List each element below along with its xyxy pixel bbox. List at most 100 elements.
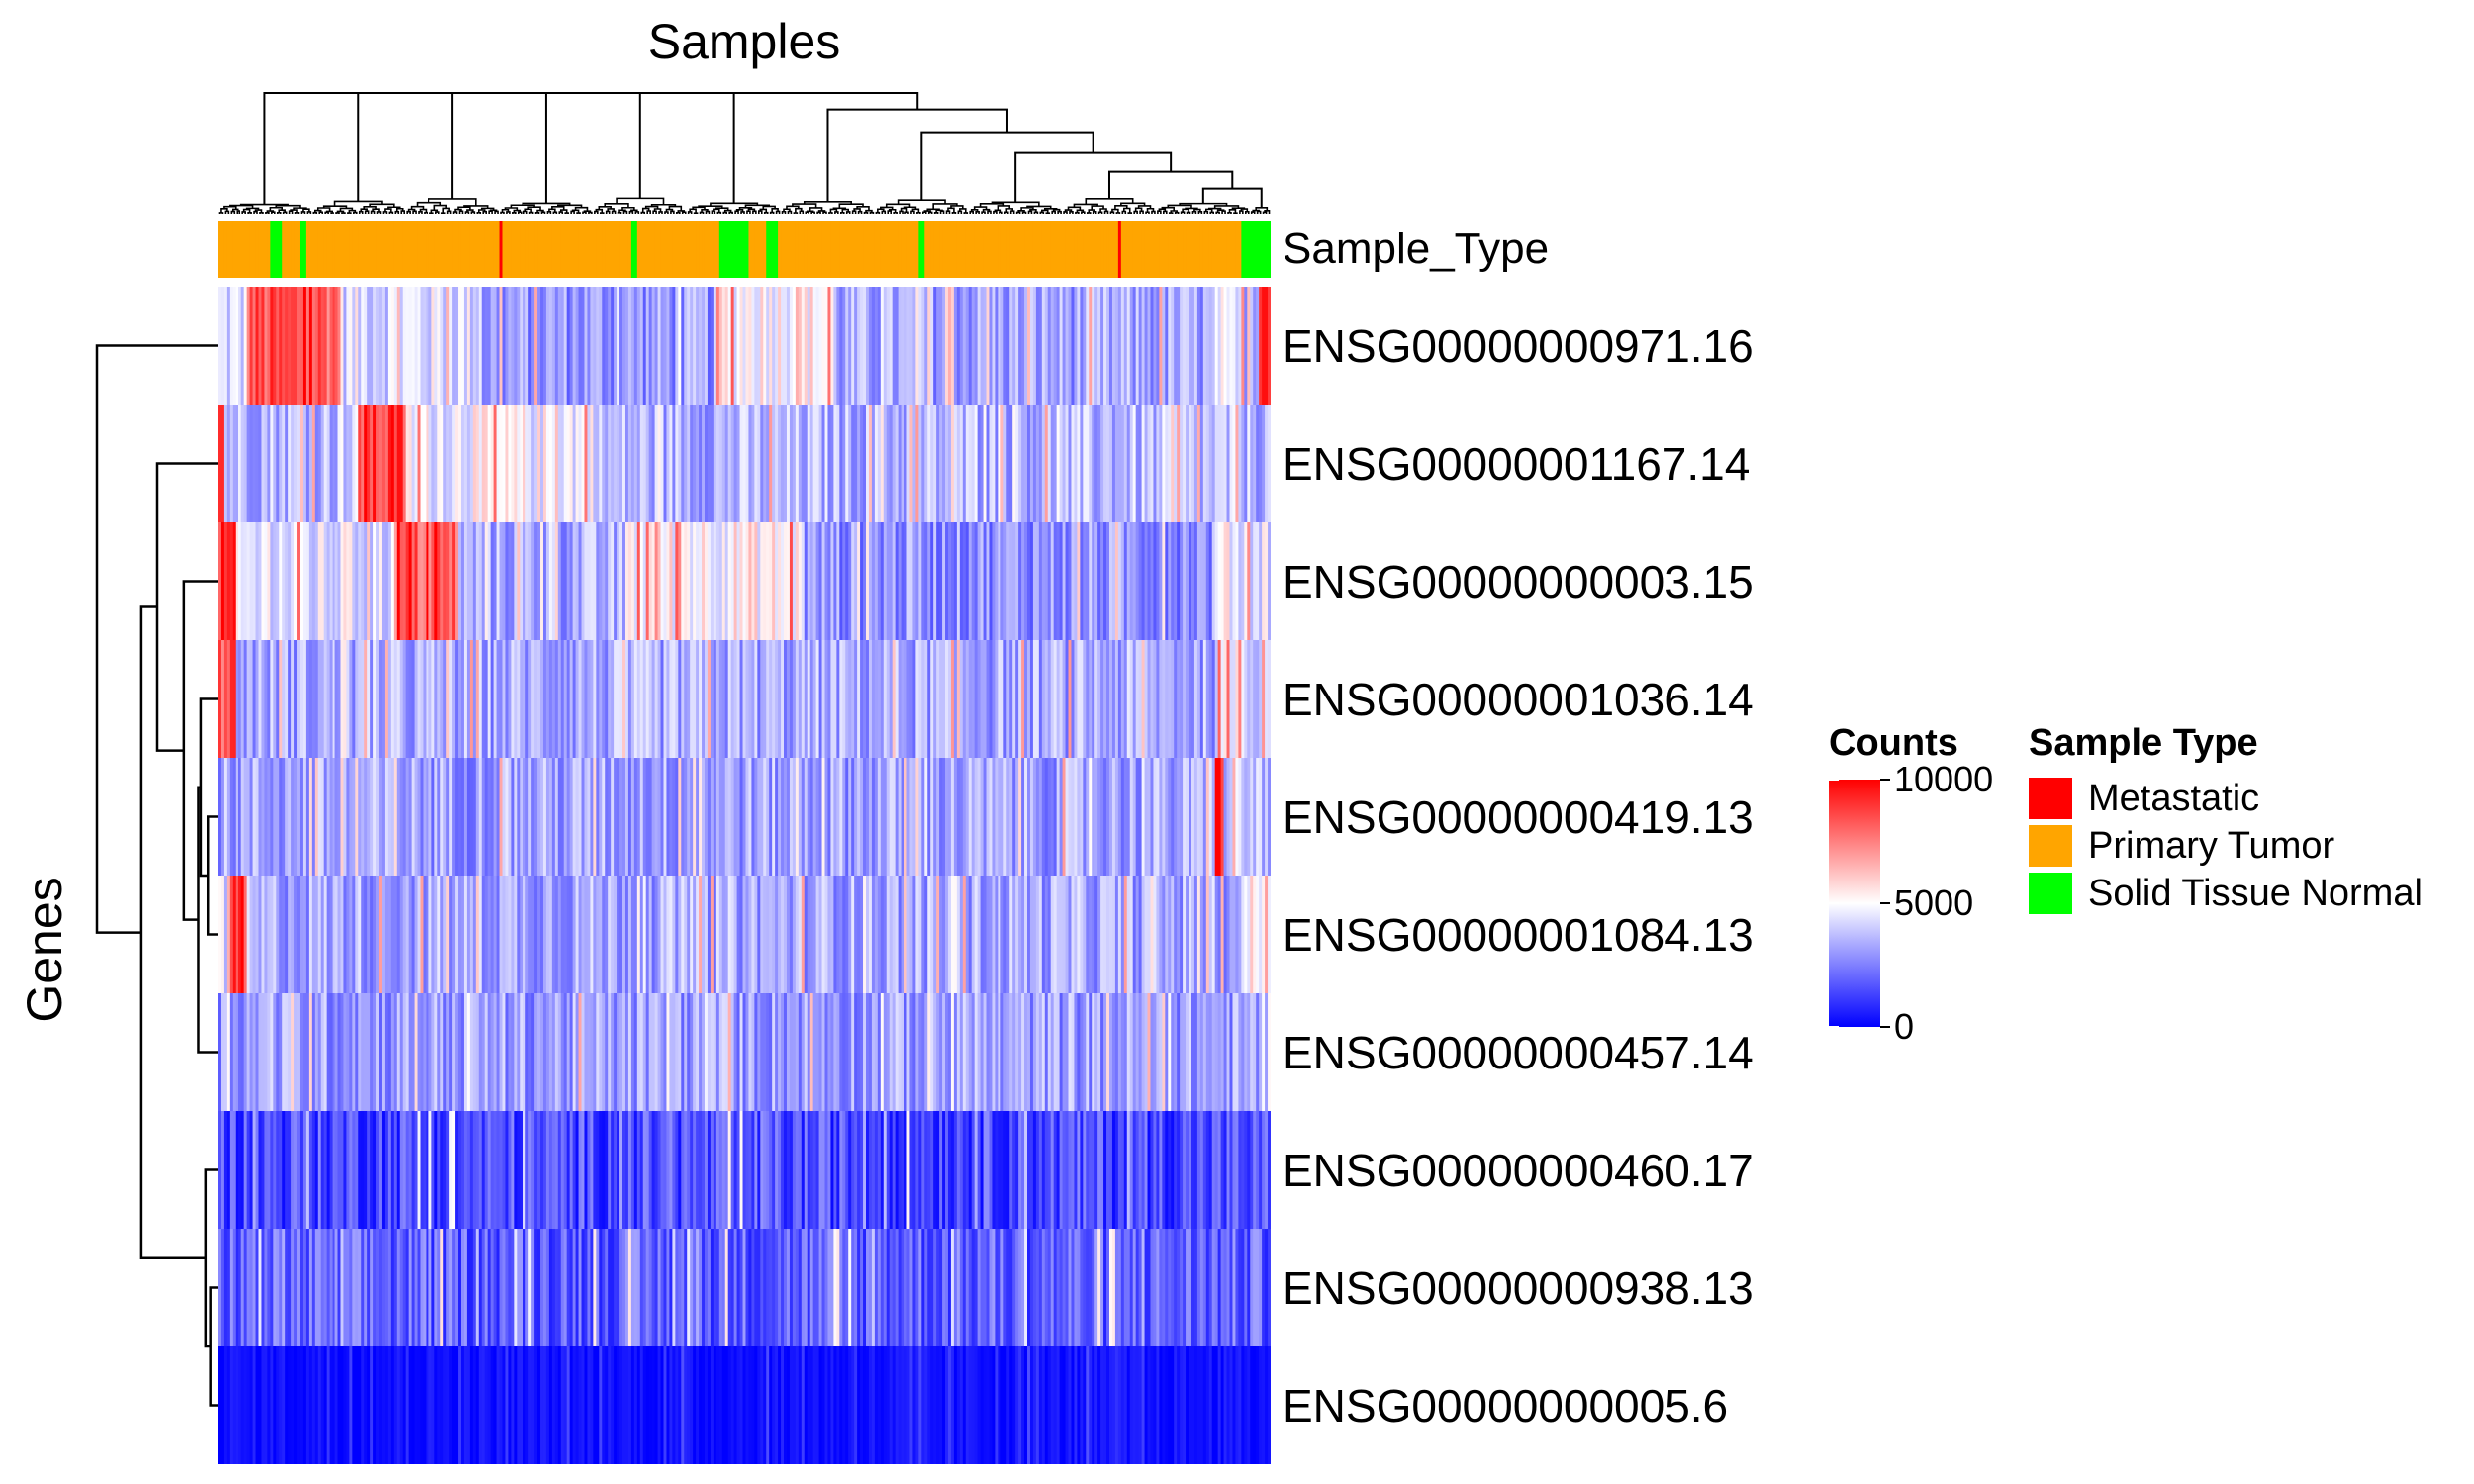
heatmap-cell [651,876,656,994]
column-dendrogram-branch [1103,210,1109,214]
heatmap-cell [1250,640,1254,759]
heatmap-cell [1268,758,1271,877]
heatmap-cell [1129,876,1134,994]
heatmap-cell [437,287,441,406]
heatmap-cell [1089,287,1093,406]
heatmap-cell [995,758,999,877]
column-dendrogram-branch [699,211,705,214]
heatmap-cell [1024,1346,1028,1464]
heatmap-cell [666,405,671,523]
heatmap-cell [1080,1111,1084,1230]
heatmap-cell [687,287,691,406]
annotation-cell [775,221,779,278]
heatmap-cell [431,1229,435,1347]
annotation-cell [1114,221,1119,278]
heatmap-cell [302,287,307,406]
heatmap-cell [361,640,365,759]
annotation-cell [809,221,814,278]
heatmap-cell [326,758,331,877]
heatmap-cell [1211,1229,1216,1347]
heatmap-cell [575,1346,580,1464]
heatmap-cell [1094,1111,1098,1230]
heatmap-cell [426,1111,429,1230]
heatmap-cell [578,1346,583,1464]
heatmap-cell [1114,993,1119,1112]
heatmap-cell [434,522,438,641]
heatmap-cell [531,287,535,406]
heatmap-cell [455,405,459,523]
heatmap-cell [871,522,876,641]
heatmap-cell [936,876,940,994]
heatmap-cell [730,876,735,994]
annotation-cell [343,221,347,278]
heatmap-cell [379,1346,383,1464]
heatmap-cell [1097,1229,1101,1347]
heatmap-cell [478,1111,483,1230]
heatmap-cell [490,1346,495,1464]
heatmap-cell [1117,1229,1122,1347]
annotation-cell [443,221,447,278]
heatmap-cell [672,405,676,523]
heatmap-cell [1174,522,1178,641]
heatmap-cell [285,1229,289,1347]
heatmap-cell [493,405,498,523]
column-dendrogram-branch [634,211,640,214]
annotation-cell [608,221,612,278]
heatmap-cell [1012,405,1016,523]
annotation-cell [584,221,589,278]
heatmap-cell [264,1111,268,1230]
heatmap-cell [1018,876,1022,994]
annotation-cell [229,221,234,278]
annotation-cell [868,221,873,278]
heatmap-cell [405,287,410,406]
heatmap-cell [282,1111,286,1230]
heatmap-cell [493,522,498,641]
heatmap-cell [1111,1111,1116,1230]
heatmap-cell [252,1111,257,1230]
annotation-cell [440,221,444,278]
heatmap-cell [1135,640,1140,759]
heatmap-cell [801,993,806,1112]
heatmap-cell [1223,522,1228,641]
heatmap-cell [511,1111,515,1230]
heatmap-cell [724,1229,729,1347]
heatmap-cell [980,1111,985,1230]
heatmap-cell [1027,405,1031,523]
heatmap-cell [1062,287,1067,406]
heatmap-cell [857,1111,861,1230]
heatmap-cell [431,1111,435,1230]
heatmap-cell [947,993,952,1112]
heatmap-cell [505,758,510,877]
heatmap-cell [426,1229,429,1347]
heatmap-cell [1162,287,1166,406]
heatmap-cell [493,1111,498,1230]
heatmap-cell [605,876,609,994]
heatmap-cell [440,993,444,1112]
heatmap-cell [1162,640,1166,759]
heatmap-cell [255,287,260,406]
heatmap-cell [1080,876,1084,994]
annotation-cell [238,221,242,278]
heatmap-cell [511,876,515,994]
annotation-cell [681,221,685,278]
heatmap-cell [1165,522,1169,641]
gene-label: ENSG00000000460.17 [1283,1144,1754,1196]
column-dendrogram-branch [927,211,933,214]
heatmap-cell [675,405,679,523]
counts-tick-label: 10000 [1894,759,1994,799]
heatmap-cell [496,640,501,759]
heatmap-cell [426,522,429,641]
heatmap-cell [718,1229,723,1347]
heatmap-cell [458,1346,462,1464]
heatmap-cell [660,758,665,877]
heatmap-cell [733,1346,738,1464]
heatmap-cell [636,876,641,994]
heatmap-cell [699,1229,703,1347]
heatmap-cell [909,1111,914,1230]
heatmap-cell [642,1111,647,1230]
heatmap-cell [977,1229,982,1347]
column-dendrogram-branch [701,208,709,213]
heatmap-cell [909,640,914,759]
heatmap-cell [578,640,583,759]
heatmap-cell [812,1229,817,1347]
